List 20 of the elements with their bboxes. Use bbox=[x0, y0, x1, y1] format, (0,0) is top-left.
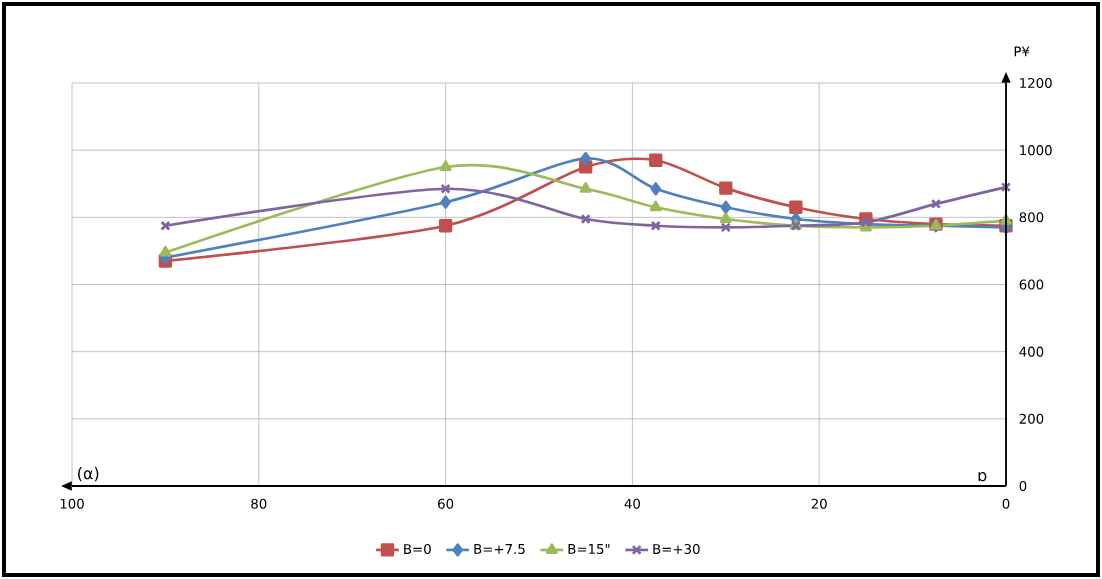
y-axis-title: P¥ bbox=[1014, 46, 1030, 57]
y-tick-label: 800 bbox=[1019, 212, 1044, 223]
y-tick-label: 1200 bbox=[1020, 77, 1052, 89]
y-tick-label: 1000 bbox=[1020, 145, 1052, 156]
y-tick-label: 400 bbox=[1019, 346, 1044, 357]
y-tick-label: 0 bbox=[1019, 480, 1027, 492]
x-tick-label: 40 bbox=[624, 498, 640, 509]
legend-label: B=+7.5 bbox=[474, 544, 525, 554]
legend-label: B=0 bbox=[404, 543, 431, 555]
x-tick-label: 20 bbox=[811, 498, 827, 509]
x-tick-label: 60 bbox=[438, 498, 454, 509]
x-tick-label: 80 bbox=[251, 498, 267, 509]
x-tick-label: 0 bbox=[1002, 498, 1010, 509]
legend-label: B=15" bbox=[568, 544, 610, 554]
x-axis-title: (α) bbox=[78, 467, 99, 482]
x-tick-label: 100 bbox=[60, 498, 84, 509]
annotation: ɒ bbox=[978, 472, 987, 482]
y-tick-label: 200 bbox=[1019, 413, 1044, 424]
legend-label: B=+30 bbox=[653, 543, 700, 555]
y-tick-label: 600 bbox=[1019, 279, 1044, 290]
